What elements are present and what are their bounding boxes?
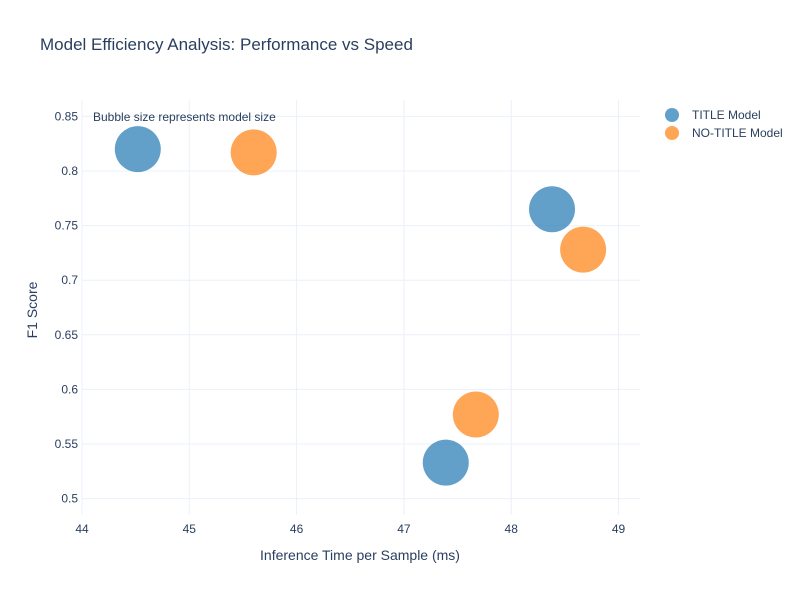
- x-tick-label: 49: [612, 522, 626, 536]
- y-tick-label: 0.7: [61, 273, 78, 287]
- chart-title: Model Efficiency Analysis: Performance v…: [40, 35, 413, 54]
- data-point-title-model[interactable]: [529, 186, 576, 233]
- x-axis-ticks: 44 45 46 47 48 49: [75, 522, 625, 536]
- data-point-title-model[interactable]: [114, 126, 161, 173]
- y-tick-label: 0.75: [55, 219, 79, 233]
- x-tick-label: 45: [183, 522, 197, 536]
- data-point-no-title-model[interactable]: [230, 129, 277, 176]
- y-tick-label: 0.85: [55, 109, 79, 123]
- y-axis-title: F1 Score: [24, 281, 40, 338]
- x-tick-label: 46: [290, 522, 304, 536]
- y-tick-label: 0.5: [61, 492, 78, 506]
- legend-marker-no-title-model: [665, 126, 679, 140]
- annotation-bubble-size: Bubble size represents model size: [93, 110, 276, 124]
- legend-item-title-model[interactable]: TITLE Model: [665, 108, 761, 122]
- y-tick-label: 0.8: [61, 164, 78, 178]
- data-point-no-title-model[interactable]: [452, 391, 499, 438]
- data-points: [114, 126, 607, 486]
- legend-label-title-model: TITLE Model: [692, 108, 761, 122]
- x-tick-label: 48: [505, 522, 519, 536]
- data-point-title-model[interactable]: [422, 439, 469, 486]
- legend-item-no-title-model[interactable]: NO-TITLE Model: [665, 126, 783, 140]
- data-point-no-title-model[interactable]: [560, 226, 607, 273]
- legend-label-no-title-model: NO-TITLE Model: [692, 126, 783, 140]
- grid: [81, 100, 640, 515]
- y-tick-label: 0.6: [61, 382, 78, 396]
- y-axis-ticks: 0.5 0.55 0.6 0.65 0.7 0.75 0.8 0.85: [55, 109, 79, 505]
- x-tick-label: 47: [397, 522, 411, 536]
- legend: TITLE Model NO-TITLE Model: [665, 108, 783, 140]
- legend-marker-title-model: [665, 108, 679, 122]
- x-axis-title: Inference Time per Sample (ms): [260, 547, 460, 563]
- y-tick-label: 0.55: [55, 437, 79, 451]
- x-tick-label: 44: [75, 522, 89, 536]
- y-tick-label: 0.65: [55, 328, 79, 342]
